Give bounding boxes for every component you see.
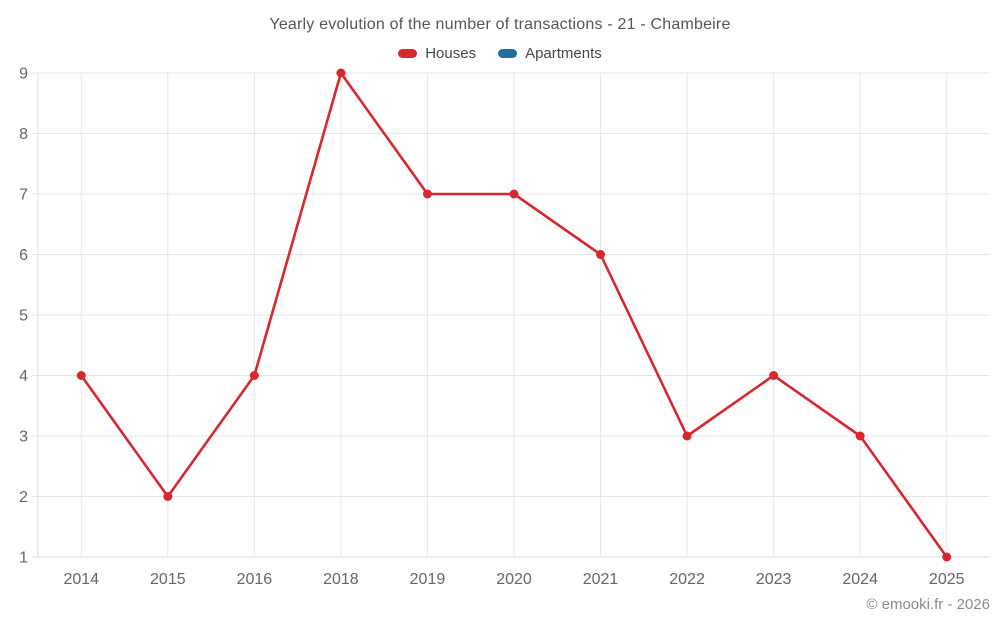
y-tick-label-5: 5: [19, 308, 28, 325]
x-tick-label-2015: 2015: [150, 571, 186, 588]
data-point-houses-2016[interactable]: [249, 371, 259, 380]
x-tick-label-2020: 2020: [496, 571, 532, 588]
y-tick-label-8: 8: [19, 126, 28, 143]
data-point-houses-2015[interactable]: [163, 492, 173, 501]
y-tick-label-9: 9: [19, 66, 28, 83]
y-tick-label-6: 6: [19, 247, 28, 264]
legend-swatch-apartments-icon: [498, 49, 518, 58]
copyright-credit: © emooki.fr - 2026: [866, 596, 990, 613]
x-tick-label-2022: 2022: [669, 571, 705, 588]
chart-title: Yearly evolution of the number of transa…: [269, 16, 731, 33]
y-tick-label-4: 4: [19, 368, 28, 385]
data-point-houses-2018[interactable]: [336, 68, 346, 78]
y-tick-label-3: 3: [19, 429, 28, 446]
legend: Houses Apartments: [0, 45, 1000, 62]
legend-label-apartments: Apartments: [525, 45, 602, 62]
data-point-houses-2025[interactable]: [942, 552, 952, 562]
data-point-houses-2024[interactable]: [855, 431, 865, 441]
data-point-houses-2021[interactable]: [596, 250, 606, 259]
y-tick-label-2: 2: [19, 489, 28, 506]
legend-item-apartments[interactable]: Apartments: [498, 45, 602, 62]
data-point-houses-2022[interactable]: [682, 431, 692, 441]
legend-item-houses[interactable]: Houses: [398, 45, 476, 62]
x-tick-label-2024: 2024: [842, 571, 878, 588]
legend-swatch-houses-icon: [398, 49, 418, 58]
x-tick-label-2019: 2019: [410, 571, 446, 588]
data-point-houses-2019[interactable]: [422, 189, 432, 199]
x-tick-label-2023: 2023: [756, 571, 792, 588]
x-tick-label-2021: 2021: [583, 571, 619, 588]
x-tick-label-2018: 2018: [323, 571, 359, 588]
data-point-houses-2023[interactable]: [769, 371, 779, 380]
x-tick-label-2014: 2014: [63, 571, 99, 588]
data-point-houses-2020[interactable]: [509, 189, 519, 199]
y-tick-label-7: 7: [19, 187, 28, 204]
x-tick-label-2016: 2016: [237, 571, 273, 588]
x-tick-label-2025: 2025: [929, 571, 965, 588]
data-point-houses-2014[interactable]: [76, 371, 86, 380]
y-tick-label-1: 1: [19, 550, 28, 567]
legend-label-houses: Houses: [425, 45, 477, 62]
